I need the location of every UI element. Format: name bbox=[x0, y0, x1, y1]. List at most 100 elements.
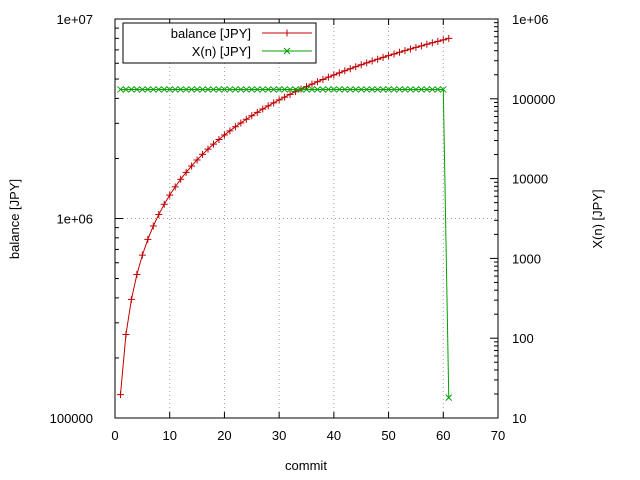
data-point bbox=[335, 86, 343, 93]
data-point bbox=[133, 270, 141, 278]
data-point bbox=[270, 99, 278, 107]
data-point bbox=[368, 57, 376, 65]
data-point bbox=[396, 48, 404, 56]
y2-tick-label: 100000 bbox=[512, 92, 555, 107]
data-point bbox=[308, 86, 316, 93]
y2-tick-label: 100 bbox=[512, 331, 534, 346]
data-point bbox=[220, 131, 228, 139]
data-point bbox=[210, 86, 217, 93]
data-point bbox=[341, 67, 349, 75]
legend-marker-balance bbox=[283, 29, 291, 37]
data-point bbox=[423, 40, 431, 48]
y-axis-label: balance [JPY] bbox=[7, 179, 22, 259]
data-point bbox=[319, 86, 327, 93]
data-point bbox=[275, 86, 283, 93]
y2-tick-label: 10 bbox=[512, 411, 526, 426]
data-point bbox=[193, 156, 201, 164]
x-tick-label: 30 bbox=[272, 428, 286, 443]
data-point bbox=[357, 61, 365, 69]
data-point bbox=[428, 86, 436, 93]
data-point bbox=[341, 86, 349, 93]
data-point bbox=[286, 90, 294, 98]
data-point bbox=[406, 45, 414, 53]
data-point bbox=[434, 86, 442, 93]
data-point bbox=[286, 86, 294, 93]
data-point bbox=[396, 86, 403, 93]
data-point bbox=[253, 86, 261, 93]
data-point bbox=[374, 55, 382, 63]
data-point bbox=[270, 86, 278, 93]
data-point bbox=[199, 150, 207, 158]
data-point bbox=[390, 86, 398, 93]
data-point bbox=[379, 86, 387, 93]
data-point bbox=[182, 86, 190, 93]
data-point bbox=[264, 86, 272, 93]
data-point bbox=[117, 86, 124, 93]
y-tick-label: 1e+07 bbox=[56, 12, 93, 27]
data-point bbox=[407, 86, 414, 93]
data-point bbox=[182, 168, 190, 176]
data-point bbox=[346, 65, 354, 73]
data-point bbox=[445, 34, 453, 42]
data-point bbox=[259, 86, 267, 93]
data-point bbox=[325, 86, 332, 93]
x-tick-label: 70 bbox=[491, 428, 505, 443]
data-point bbox=[401, 86, 409, 93]
data-point bbox=[166, 86, 174, 93]
data-point bbox=[116, 391, 124, 399]
x-tick-label: 20 bbox=[217, 428, 231, 443]
data-point bbox=[177, 86, 185, 93]
x-tick-label: 50 bbox=[381, 428, 395, 443]
data-point bbox=[242, 86, 250, 93]
data-point bbox=[385, 86, 392, 93]
data-point bbox=[204, 86, 212, 93]
data-point bbox=[363, 86, 371, 93]
data-point bbox=[237, 86, 245, 93]
data-point bbox=[324, 73, 332, 81]
data-point bbox=[177, 175, 185, 183]
data-point bbox=[215, 86, 223, 93]
data-point bbox=[199, 86, 206, 93]
plot-area bbox=[116, 34, 453, 401]
data-point bbox=[155, 86, 163, 93]
data-point bbox=[292, 86, 299, 93]
data-point bbox=[330, 86, 338, 93]
data-point bbox=[319, 75, 327, 83]
data-point bbox=[209, 140, 217, 148]
data-point bbox=[445, 394, 453, 401]
data-point bbox=[428, 39, 436, 47]
data-point bbox=[160, 86, 168, 93]
data-point bbox=[149, 222, 157, 230]
data-point bbox=[357, 86, 365, 93]
data-point bbox=[171, 183, 179, 191]
data-point bbox=[221, 86, 228, 93]
data-point bbox=[352, 63, 360, 71]
grid bbox=[115, 19, 498, 418]
legend: balance [JPY] X(n) [JPY] bbox=[122, 22, 317, 64]
series-xn bbox=[117, 86, 453, 401]
data-point bbox=[160, 200, 168, 208]
data-point bbox=[281, 86, 288, 93]
data-point bbox=[122, 331, 130, 339]
data-point bbox=[412, 43, 420, 51]
data-point bbox=[352, 86, 360, 93]
data-point bbox=[314, 86, 321, 93]
plot-frame bbox=[114, 18, 499, 419]
x-tick-label: 40 bbox=[327, 428, 341, 443]
data-point bbox=[248, 112, 256, 120]
axes: 0 10 20 30 40 50 60 70 100000 1e+06 1e+07 10 100 1000… bbox=[50, 12, 556, 443]
data-point bbox=[149, 86, 157, 93]
data-point bbox=[171, 86, 179, 93]
y-tick-label: 1e+06 bbox=[56, 212, 93, 227]
data-point bbox=[439, 36, 447, 44]
y2-tick-label: 1e+06 bbox=[512, 12, 549, 27]
data-point bbox=[308, 80, 316, 88]
data-point bbox=[204, 145, 212, 153]
data-point bbox=[226, 127, 234, 135]
data-point bbox=[297, 86, 305, 93]
y2-tick-label: 1000 bbox=[512, 251, 541, 266]
data-point bbox=[303, 86, 310, 93]
data-point bbox=[188, 86, 195, 93]
x-tick-label: 0 bbox=[111, 428, 118, 443]
